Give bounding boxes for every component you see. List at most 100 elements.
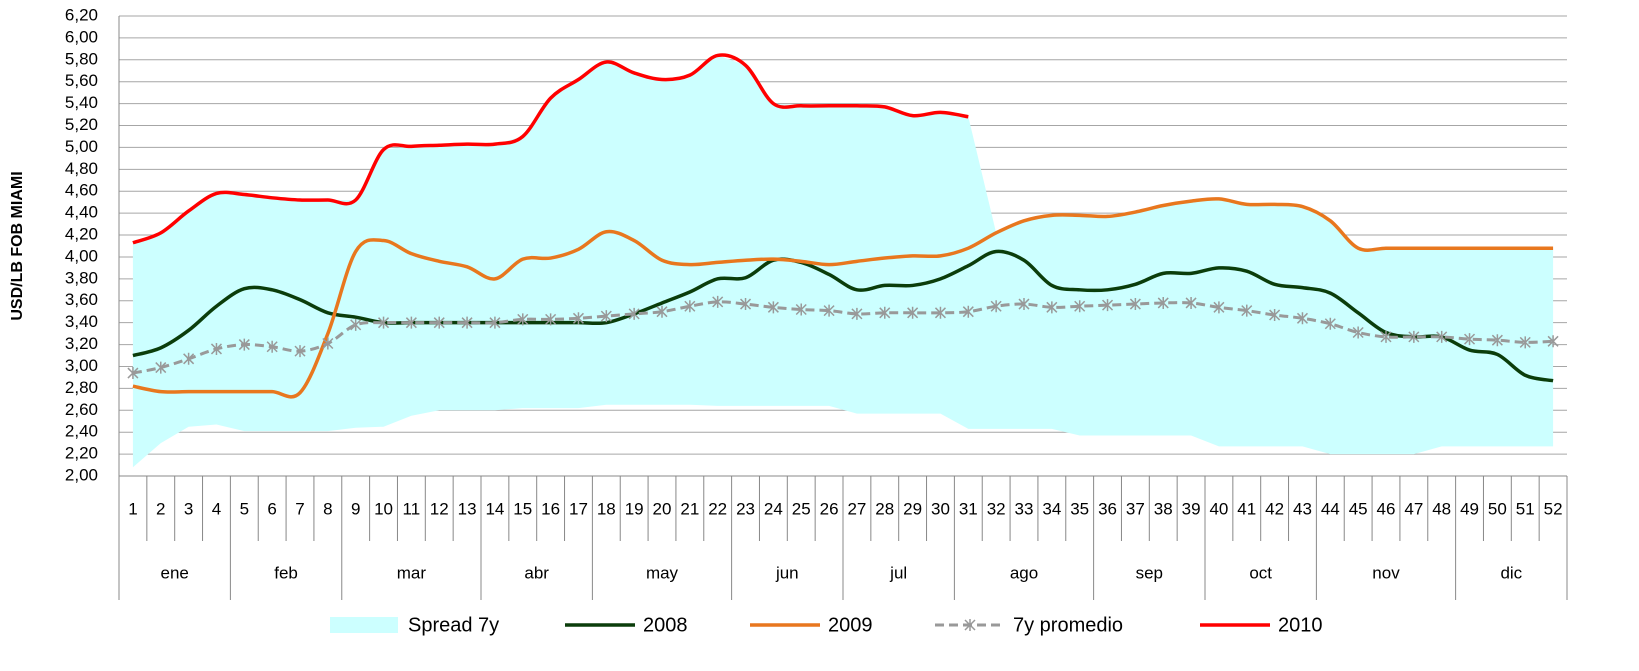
series-marker (405, 316, 417, 329)
series-marker (155, 361, 167, 374)
x-tick-label: 44 (1321, 499, 1340, 518)
x-tick-label: 47 (1404, 499, 1423, 518)
x-tick-label: 38 (1154, 499, 1173, 518)
spread-area (132, 55, 1554, 468)
series-marker (1074, 300, 1086, 313)
series-marker (1185, 296, 1197, 309)
y-tick-label: 5,60 (65, 71, 98, 90)
series-marker (378, 316, 390, 329)
x-tick-label: 16 (541, 499, 560, 518)
y-tick-label: 4,00 (65, 246, 98, 265)
x-tick-label: 14 (485, 499, 504, 518)
series-marker (990, 300, 1002, 313)
x-tick-label: 29 (903, 499, 922, 518)
x-tick-label: 42 (1265, 499, 1284, 518)
x-tick-label: 15 (513, 499, 532, 518)
x-tick-label: 5 (240, 499, 249, 518)
series-marker (1296, 312, 1308, 325)
group-label: feb (274, 563, 298, 582)
series-marker (433, 316, 445, 329)
x-tick-label: 9 (351, 499, 360, 518)
y-tick-label: 3,80 (65, 268, 98, 287)
group-label: dic (1500, 563, 1522, 582)
x-tick-label: 45 (1349, 499, 1368, 518)
series-line (132, 197, 1554, 399)
group-label: jul (889, 563, 907, 582)
legend-label: 2010 (1278, 614, 1323, 636)
y-tick-label: 2,40 (65, 422, 98, 441)
series-marker (851, 307, 863, 320)
x-tick-label: 35 (1070, 499, 1089, 518)
y-axis-label: USD/LB FOB MIAMI (9, 171, 26, 320)
group-label: jun (775, 563, 799, 582)
y-tick-label: 4,20 (65, 225, 98, 244)
x-tick-label: 48 (1432, 499, 1451, 518)
x-tick-label: 52 (1544, 499, 1563, 518)
x-tick-label: 43 (1293, 499, 1312, 518)
x-tick-label: 51 (1516, 499, 1535, 518)
x-tick-label: 23 (736, 499, 755, 518)
series-marker (600, 310, 612, 323)
x-tick-label: 49 (1460, 499, 1479, 518)
series-marker (210, 342, 222, 355)
x-tick-label: 19 (625, 499, 644, 518)
group-label: ago (1010, 563, 1038, 582)
series-marker (907, 306, 919, 319)
series-marker (1157, 296, 1169, 309)
series-marker (1408, 330, 1420, 343)
plot (127, 53, 1559, 468)
x-tick-label: 50 (1488, 499, 1507, 518)
legend-label: 2009 (828, 614, 873, 636)
x-tick-label: 22 (708, 499, 727, 518)
x-tick-label: 28 (875, 499, 894, 518)
series-marker (517, 313, 529, 326)
x-tick-label: 33 (1015, 499, 1034, 518)
y-tick-label: 4,40 (65, 203, 98, 222)
group-label: oct (1249, 563, 1272, 582)
series-marker (489, 316, 501, 329)
y-tick-label: 6,20 (65, 5, 98, 24)
series-marker (1046, 301, 1058, 314)
y-tick-label: 6,00 (65, 27, 98, 46)
legend-marker (964, 619, 976, 631)
x-tick-label: 30 (931, 499, 950, 518)
y-tick-label: 3,20 (65, 334, 98, 353)
group-label: mar (397, 563, 427, 582)
series-marker (461, 316, 473, 329)
series-marker (545, 313, 557, 326)
x-tick-label: 17 (569, 499, 588, 518)
series-marker (934, 306, 946, 319)
group-label: abr (524, 563, 549, 582)
series-marker (1269, 309, 1281, 321)
x-tick-label: 10 (374, 499, 393, 518)
series-marker (127, 367, 139, 380)
y-tick-label: 4,60 (65, 181, 98, 200)
group-label: may (646, 563, 679, 582)
series-marker (572, 312, 584, 325)
axes: 2,00 2,20 2,40 2,60 2,80 3,00 3,20 3,40 3,60 3,80… (65, 5, 1568, 636)
series-marker (740, 298, 752, 311)
series-marker (1352, 326, 1364, 339)
series-marker (294, 345, 306, 358)
series-marker (1547, 335, 1559, 348)
y-tick-label: 4,80 (65, 159, 98, 178)
series-marker (238, 338, 250, 351)
series-marker (322, 337, 334, 350)
series-marker (879, 306, 891, 319)
x-tick-label: 2 (156, 499, 165, 518)
series-marker (1436, 330, 1448, 343)
series-marker (1018, 298, 1030, 311)
series-marker (1324, 317, 1336, 330)
series-marker (823, 304, 835, 317)
series-marker (795, 303, 807, 316)
series-marker (684, 300, 696, 313)
x-tick-label: 32 (987, 499, 1006, 518)
x-tick-label: 40 (1209, 499, 1228, 518)
series-marker (1213, 301, 1225, 314)
x-tick-label: 6 (267, 499, 276, 518)
y-tick-label: 5,20 (65, 115, 98, 134)
series-marker (628, 307, 640, 320)
x-tick-label: 25 (792, 499, 811, 518)
x-tick-label: 37 (1126, 499, 1145, 518)
y-tick-label: 2,80 (65, 378, 98, 397)
